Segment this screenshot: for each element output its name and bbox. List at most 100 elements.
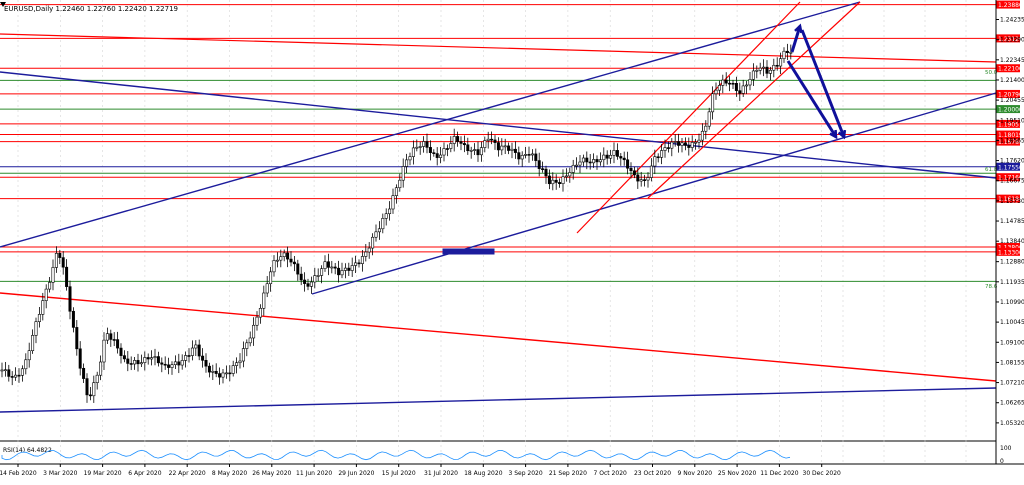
- candle-body: [296, 263, 300, 275]
- candle-body: [765, 66, 769, 74]
- candle-body: [432, 152, 436, 154]
- candle-body: [459, 141, 463, 144]
- level-label: 1.23880: [998, 2, 1023, 9]
- candle-body: [694, 141, 698, 144]
- y-tick-label: 1.13840: [1000, 238, 1024, 245]
- level-label: 1.16184: [998, 196, 1023, 203]
- rsi-lower-label: 0: [1000, 458, 1004, 465]
- candle-body: [483, 140, 487, 148]
- level-label-box: [996, 105, 1020, 114]
- candle-body: [364, 251, 368, 257]
- candle-body: [677, 141, 681, 146]
- candle-body: [102, 339, 106, 363]
- candle-body: [262, 292, 266, 309]
- candle-body: [323, 261, 327, 270]
- y-tick-label: 1.14785: [1000, 218, 1024, 225]
- candle-body: [112, 339, 116, 341]
- candle-body: [721, 79, 725, 86]
- candle-body: [578, 161, 582, 166]
- candle-body: [367, 247, 371, 253]
- candle-body: [534, 153, 538, 161]
- candle-body: [449, 143, 453, 149]
- candle-body: [435, 153, 439, 158]
- y-tick-label: 1.22345: [1000, 57, 1024, 64]
- y-tick-label: 1.05320: [1000, 420, 1024, 427]
- level-label: 1.20000: [998, 107, 1023, 114]
- candle-body: [704, 125, 708, 132]
- candle-body: [687, 145, 691, 148]
- candle-body: [37, 314, 41, 322]
- candle-body: [258, 307, 262, 318]
- candle-body: [779, 58, 783, 67]
- candle-body: [568, 172, 572, 177]
- candle-body: [330, 266, 334, 269]
- candle-body: [558, 182, 562, 185]
- fib-label: 50.0: [985, 70, 998, 76]
- candle-body: [156, 356, 160, 364]
- x-tick-label: 26 May 2020: [252, 470, 291, 477]
- candle-body: [150, 357, 154, 360]
- candle-body: [428, 147, 432, 153]
- candle-body: [377, 228, 381, 233]
- candle-body: [663, 147, 667, 151]
- candle-body: [75, 327, 79, 350]
- candle-body: [734, 82, 738, 91]
- candle-body: [170, 364, 174, 368]
- candle-body: [476, 149, 480, 156]
- candle-body: [180, 360, 184, 366]
- candle-body: [269, 271, 273, 285]
- candle-body: [381, 218, 385, 230]
- candle-body: [333, 266, 337, 269]
- candle-body: [337, 267, 341, 276]
- candle-body: [714, 89, 718, 95]
- candle-body: [748, 79, 752, 86]
- candles: [0, 43, 793, 403]
- candle-body: [479, 147, 483, 156]
- candle-body: [228, 372, 232, 375]
- grid: [0, 0, 1024, 465]
- candle-body: [92, 382, 96, 397]
- candle-body: [711, 93, 715, 113]
- trendline: [576, 1, 801, 234]
- x-tick-label: 29 Jun 2020: [338, 470, 374, 477]
- candle-body: [782, 50, 786, 59]
- candle-body: [394, 187, 398, 196]
- y-tick-label: 1.19510: [1000, 117, 1024, 124]
- selected-object-marker[interactable]: [442, 248, 495, 255]
- level-label: 1.13300: [998, 249, 1023, 256]
- x-tick-label: 31 Jul 2020: [424, 470, 458, 477]
- level-label-box: [996, 194, 1020, 203]
- candle-body: [496, 142, 500, 151]
- candle-body: [194, 344, 198, 349]
- y-tick-label: 1.10990: [1000, 299, 1024, 306]
- x-tick-label: 9 Nov 2020: [677, 470, 712, 477]
- candle-body: [286, 252, 290, 260]
- candle-body: [218, 373, 222, 378]
- level-label: 1.17550: [998, 164, 1023, 171]
- candle-body: [602, 154, 606, 161]
- candle-body: [139, 362, 143, 365]
- candle-body: [544, 168, 548, 177]
- candle-body: [167, 364, 171, 368]
- y-tick-label: 1.09100: [1000, 339, 1024, 346]
- candle-body: [439, 154, 443, 158]
- candle-body: [340, 270, 344, 276]
- candle-body: [252, 324, 256, 339]
- candle-body: [133, 360, 137, 365]
- candle-body: [65, 266, 69, 287]
- x-tick-label: 19 Mar 2020: [84, 470, 122, 477]
- candle-body: [575, 164, 579, 167]
- arrow-head: [837, 129, 847, 140]
- x-tick-label: 7 Oct 2020: [594, 470, 627, 477]
- candle-body: [109, 333, 113, 340]
- candle-body: [425, 141, 429, 148]
- candle-body: [211, 370, 215, 373]
- candle-body: [71, 310, 75, 328]
- header-icon: [0, 2, 6, 7]
- y-tick-label: 1.12880: [1000, 259, 1024, 266]
- candle-body: [24, 359, 28, 370]
- level-label: 1.23120: [998, 36, 1023, 43]
- candle-body: [184, 355, 188, 361]
- arrow-shaft: [800, 29, 846, 138]
